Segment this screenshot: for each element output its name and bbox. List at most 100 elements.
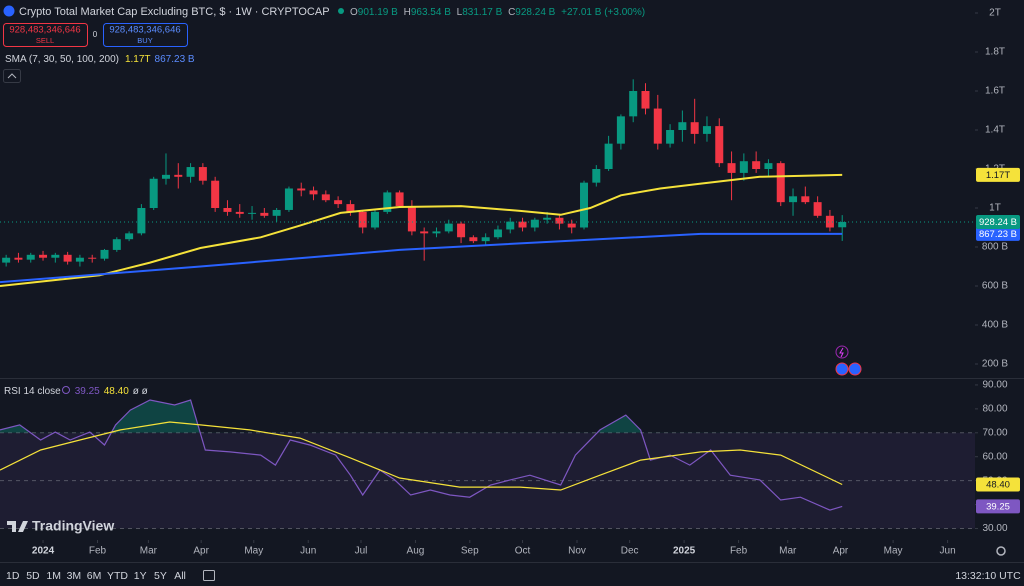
rsi-tag: 39.25 bbox=[986, 501, 1010, 512]
ohlc-key: O bbox=[350, 7, 358, 18]
candle-body bbox=[653, 108, 662, 144]
sma-legend: SMA (7, 30, 50, 100, 200) 1.17T 867.23 B bbox=[5, 54, 195, 65]
candle-body bbox=[801, 196, 810, 203]
calendar-icon[interactable] bbox=[203, 570, 215, 581]
candle-body bbox=[678, 122, 687, 131]
logo-icon bbox=[7, 521, 28, 532]
y-tick-label: 600 B bbox=[982, 281, 1008, 292]
candle-body bbox=[518, 221, 527, 228]
candle-body bbox=[629, 91, 638, 117]
candle-body bbox=[186, 167, 195, 177]
candle-body bbox=[26, 254, 35, 260]
price-tag: 928.24 B bbox=[979, 217, 1017, 228]
candle-body bbox=[530, 219, 539, 228]
range-button[interactable]: 1Y bbox=[134, 570, 147, 582]
candle-body bbox=[764, 163, 773, 170]
spread: 0 bbox=[93, 30, 98, 39]
candle-body bbox=[469, 237, 478, 242]
candle-body bbox=[149, 178, 158, 209]
candle-body bbox=[776, 163, 785, 203]
y-tick-label: 800 B bbox=[982, 242, 1008, 253]
candle-body bbox=[100, 249, 109, 259]
candle-body bbox=[371, 211, 379, 228]
price-tag-bg bbox=[976, 214, 1020, 229]
candle-body bbox=[112, 239, 121, 250]
rsi-extra: ø ø bbox=[133, 386, 148, 397]
event-icon[interactable] bbox=[835, 362, 849, 376]
candle-body bbox=[616, 116, 625, 144]
candle-body bbox=[211, 180, 220, 209]
candle-body bbox=[321, 194, 330, 201]
x-tick-label: 2025 bbox=[673, 546, 696, 557]
event-icon[interactable] bbox=[835, 345, 849, 359]
candle-body bbox=[75, 257, 84, 262]
ohlc: O901.19 B H963.54 B L831.17 B C928.24 B … bbox=[350, 7, 645, 18]
candle-body bbox=[506, 221, 515, 230]
overbought-fill bbox=[0, 400, 642, 433]
buy-button[interactable] bbox=[103, 23, 188, 47]
range-button[interactable]: 1M bbox=[46, 570, 61, 582]
sell-button[interactable] bbox=[3, 23, 88, 47]
x-tick-label: May bbox=[244, 546, 263, 557]
x-tick-label: Jun bbox=[940, 546, 956, 557]
candle-body bbox=[825, 215, 834, 228]
range-button[interactable]: 3M bbox=[67, 570, 82, 582]
y-tick-label: 400 B bbox=[982, 320, 1008, 331]
candle-body bbox=[272, 209, 281, 216]
y-tick-label: 1.8T bbox=[985, 47, 1005, 58]
rsi-sma-value: 48.40 bbox=[104, 386, 129, 397]
candle-body bbox=[284, 188, 293, 210]
candle-body bbox=[198, 167, 207, 181]
range-button[interactable]: 5D bbox=[26, 570, 40, 582]
ohlc-key: H bbox=[404, 7, 411, 18]
x-tick-label: Dec bbox=[621, 546, 639, 557]
range-button[interactable]: YTD bbox=[107, 570, 128, 582]
y-tick-label: 80.00 bbox=[982, 404, 1007, 415]
sell-label: SELL bbox=[36, 36, 54, 45]
rsi-icon bbox=[62, 386, 70, 394]
x-tick-label: Sep bbox=[461, 546, 479, 557]
collapse-button[interactable] bbox=[3, 69, 21, 83]
candle-body bbox=[63, 254, 72, 262]
candle-body bbox=[383, 192, 392, 212]
collapse-icon bbox=[7, 73, 17, 79]
candle-body bbox=[125, 233, 134, 240]
y-tick-label: 200 B bbox=[982, 359, 1008, 370]
ohlc-value: 963.54 B bbox=[411, 7, 451, 18]
candle-body bbox=[297, 188, 306, 191]
range-button[interactable]: 1D bbox=[6, 570, 20, 582]
candle-body bbox=[641, 91, 650, 109]
ohlc-key: L bbox=[457, 7, 463, 18]
y-tick-label: 2T bbox=[989, 8, 1001, 19]
y-tick-label: 70.00 bbox=[982, 427, 1007, 438]
candle-body bbox=[666, 130, 675, 144]
candle-body bbox=[444, 223, 453, 232]
ohlc-value: 901.19 B bbox=[358, 7, 398, 18]
x-tick-label: 2024 bbox=[32, 546, 55, 557]
rsi-tag-bg bbox=[976, 499, 1020, 514]
range-button[interactable]: 5Y bbox=[154, 570, 167, 582]
range-button[interactable]: 6M bbox=[87, 570, 102, 582]
candle-body bbox=[715, 126, 724, 164]
x-tick-label: Aug bbox=[407, 546, 425, 557]
ohlc-key: C bbox=[508, 7, 515, 18]
candle-body bbox=[838, 221, 847, 228]
event-icon[interactable] bbox=[848, 362, 862, 376]
candle-body bbox=[395, 192, 404, 207]
sma-tag: 1.17T bbox=[986, 170, 1010, 181]
chart-title: Crypto Total Market Cap Excluding BTC, $… bbox=[19, 6, 330, 18]
sell-price: 928,483,346,646 bbox=[9, 25, 80, 36]
range-button[interactable]: All bbox=[174, 570, 186, 582]
candle-body bbox=[702, 126, 711, 134]
candle-body bbox=[481, 237, 490, 242]
x-tick-label: Feb bbox=[89, 546, 107, 557]
y-tick-label: 60.00 bbox=[982, 451, 1007, 462]
candle-body bbox=[407, 206, 416, 232]
candle-body bbox=[493, 229, 502, 238]
settings-icon[interactable] bbox=[996, 546, 1006, 556]
candle-body bbox=[51, 254, 60, 258]
buy-label: BUY bbox=[137, 36, 152, 45]
